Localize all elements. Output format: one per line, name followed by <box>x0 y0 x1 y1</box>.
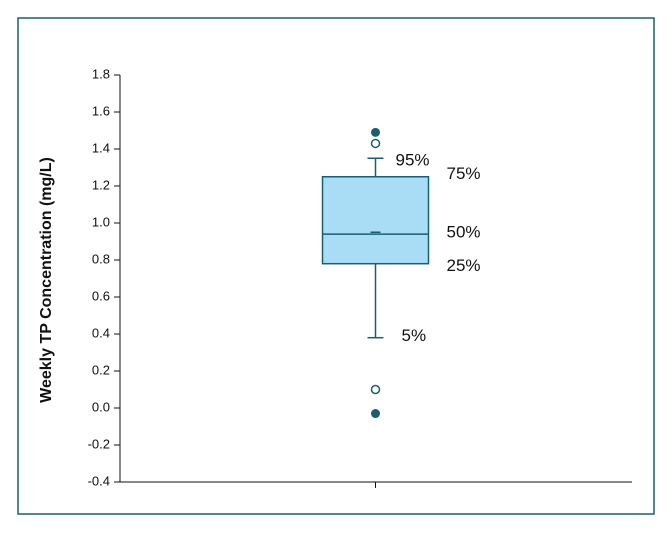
y-tick-label: 0.8 <box>92 251 110 266</box>
annotation: 5% <box>402 326 427 345</box>
annotation: 75% <box>447 164 481 183</box>
outlier <box>370 138 381 149</box>
y-axis-label: Weekly TP Concentration (mg/L) <box>38 157 55 403</box>
frame <box>17 17 655 515</box>
y-tick-label: 0.0 <box>92 399 110 414</box>
y-tick-label: -0.4 <box>88 473 110 488</box>
annotation: 95% <box>396 151 430 170</box>
y-tick-label: 0.6 <box>92 288 110 303</box>
y-tick-label: -0.2 <box>88 436 110 451</box>
y-tick-label: 0.2 <box>92 362 110 377</box>
y-tick-label: 1.6 <box>92 103 110 118</box>
y-tick-label: 0.4 <box>92 325 110 340</box>
y-tick-label: 1.4 <box>92 140 110 155</box>
y-tick-label: 1.0 <box>92 214 110 229</box>
extreme <box>371 127 380 137</box>
annotation: 50% <box>447 223 481 242</box>
outlier <box>370 384 381 395</box>
annotation: 25% <box>447 256 481 275</box>
extreme <box>371 409 380 419</box>
y-tick-label: 1.2 <box>92 177 110 192</box>
box <box>321 176 430 265</box>
y-tick-label: 1.8 <box>92 66 110 81</box>
